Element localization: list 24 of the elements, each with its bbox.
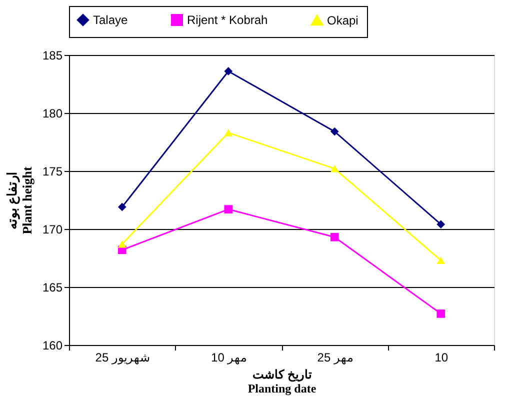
- legend-label: Rijent * Kobrah: [187, 13, 268, 27]
- point: [330, 232, 339, 242]
- y-tick-label: 165: [42, 280, 63, 294]
- point: [118, 202, 126, 212]
- point: [436, 309, 446, 318]
- x-tick-label: 10: [434, 350, 448, 364]
- x-tick-label: 25 مهر: [317, 350, 353, 364]
- y-tick-label: 170: [42, 222, 63, 236]
- y-tick-label: 175: [42, 164, 63, 178]
- point: [224, 67, 233, 76]
- point: [118, 240, 126, 248]
- legend-label: Talaye: [93, 13, 128, 27]
- point: [330, 127, 339, 136]
- x-tick-label: 25 شهریور: [95, 350, 150, 364]
- point: [224, 129, 233, 136]
- point: [436, 256, 446, 264]
- x-tick-label: 10 مهر: [211, 350, 247, 364]
- point: [330, 165, 339, 172]
- point: [436, 220, 446, 229]
- y-tick-label: 180: [42, 106, 63, 120]
- y-tick-label: 160: [42, 338, 63, 352]
- legend-label: Okapi: [327, 13, 358, 28]
- point: [224, 205, 233, 214]
- y-tick-label: 185: [42, 48, 63, 62]
